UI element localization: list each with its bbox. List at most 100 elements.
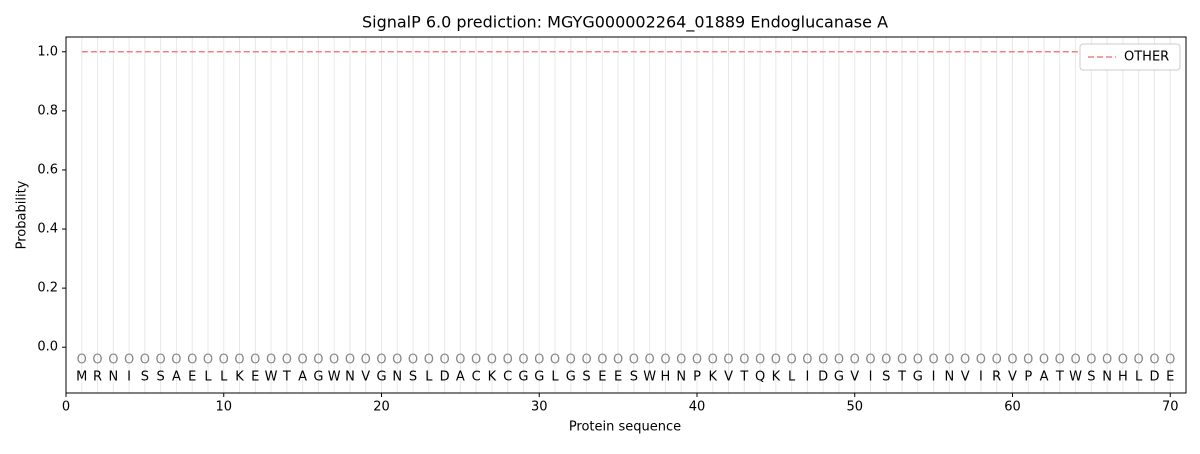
region-label: O: [818, 353, 828, 368]
residue-label: L: [204, 370, 212, 385]
residue-label: V: [961, 370, 970, 385]
region-label: O: [329, 353, 339, 368]
residue-label: W: [1069, 370, 1082, 385]
residue-label: H: [661, 370, 671, 385]
residue-label: A: [172, 370, 181, 385]
residue-label: I: [932, 370, 936, 385]
residue-label: C: [472, 370, 481, 385]
region-label: O: [282, 353, 292, 368]
x-tick-label: 50: [846, 400, 863, 415]
region-label: O: [913, 353, 923, 368]
region-label: O: [944, 353, 954, 368]
region-label: O: [376, 353, 386, 368]
residue-label: W: [265, 370, 278, 385]
residue-label: V: [724, 370, 733, 385]
region-label: O: [1039, 353, 1049, 368]
residue-label: C: [503, 370, 512, 385]
region-label: O: [645, 353, 655, 368]
region-label: O: [960, 353, 970, 368]
y-tick-label: 0.6: [37, 162, 58, 177]
region-label: O: [581, 353, 591, 368]
region-label: O: [708, 353, 718, 368]
region-label: O: [503, 353, 513, 368]
residue-label: K: [772, 370, 781, 385]
region-label: O: [455, 353, 465, 368]
region-label: O: [1102, 353, 1112, 368]
residue-label: E: [614, 370, 622, 385]
region-label: O: [850, 353, 860, 368]
region-label: O: [787, 353, 797, 368]
y-tick-label: 0.4: [37, 222, 58, 237]
region-label: O: [439, 353, 449, 368]
residue-label: R: [93, 370, 102, 385]
region-label: O: [1055, 353, 1065, 368]
region-label: O: [424, 353, 434, 368]
region-label: O: [392, 353, 402, 368]
residue-label: D: [818, 370, 828, 385]
legend-box: [1079, 43, 1181, 71]
residue-label: N: [108, 370, 118, 385]
region-label: O: [597, 353, 607, 368]
residue-label: E: [1166, 370, 1174, 385]
residue-label: D: [440, 370, 450, 385]
residue-label: E: [598, 370, 606, 385]
residue-label: N: [945, 370, 955, 385]
x-tick-label: 60: [1004, 400, 1021, 415]
residue-label: L: [551, 370, 559, 385]
region-label: O: [992, 353, 1002, 368]
residue-label: N: [676, 370, 686, 385]
residue-label: K: [488, 370, 497, 385]
residue-label: E: [188, 370, 196, 385]
region-label: O: [865, 353, 875, 368]
region-label: O: [534, 353, 544, 368]
region-label: O: [660, 353, 670, 368]
region-label: O: [408, 353, 418, 368]
residue-label: G: [834, 370, 844, 385]
residue-label: T: [739, 370, 748, 385]
residue-label: V: [361, 370, 370, 385]
residue-label: A: [456, 370, 465, 385]
residue-label: I: [805, 370, 809, 385]
residue-label: P: [693, 370, 701, 385]
region-label: O: [976, 353, 986, 368]
x-axis-label: Protein sequence: [569, 420, 681, 435]
residue-label: G: [566, 370, 576, 385]
residue-label: L: [1135, 370, 1143, 385]
x-tick-label: 0: [62, 400, 70, 415]
region-label: O: [234, 353, 244, 368]
region-label: O: [187, 353, 197, 368]
residue-label: A: [298, 370, 307, 385]
region-label: O: [298, 353, 308, 368]
region-label: O: [881, 353, 891, 368]
plot-frame: [65, 36, 1187, 394]
residue-label: G: [313, 370, 323, 385]
region-label: O: [171, 353, 181, 368]
x-tick-label: 40: [689, 400, 706, 415]
residue-label: L: [425, 370, 433, 385]
residue-label: S: [582, 370, 590, 385]
region-label: O: [566, 353, 576, 368]
residue-label: N: [1102, 370, 1112, 385]
residue-label: G: [376, 370, 386, 385]
region-label: O: [219, 353, 229, 368]
region-label: O: [802, 353, 812, 368]
residue-label: V: [1008, 370, 1017, 385]
x-tick-label: 30: [531, 400, 548, 415]
region-label: O: [1149, 353, 1159, 368]
residue-label: I: [869, 370, 873, 385]
residue-label: S: [882, 370, 890, 385]
region-label: O: [755, 353, 765, 368]
region-label: O: [550, 353, 560, 368]
residue-label: V: [850, 370, 859, 385]
residue-label: L: [220, 370, 228, 385]
residue-label: I: [127, 370, 131, 385]
y-tick-label: 0.2: [37, 281, 58, 296]
region-label: O: [471, 353, 481, 368]
region-label: O: [1023, 353, 1033, 368]
residue-label: S: [157, 370, 165, 385]
residue-label: K: [235, 370, 244, 385]
region-label: O: [1070, 353, 1080, 368]
chart-title: SignalP 6.0 prediction: MGYG000002264_01…: [362, 13, 888, 33]
residue-label: P: [1024, 370, 1032, 385]
residue-label: H: [1118, 370, 1128, 385]
